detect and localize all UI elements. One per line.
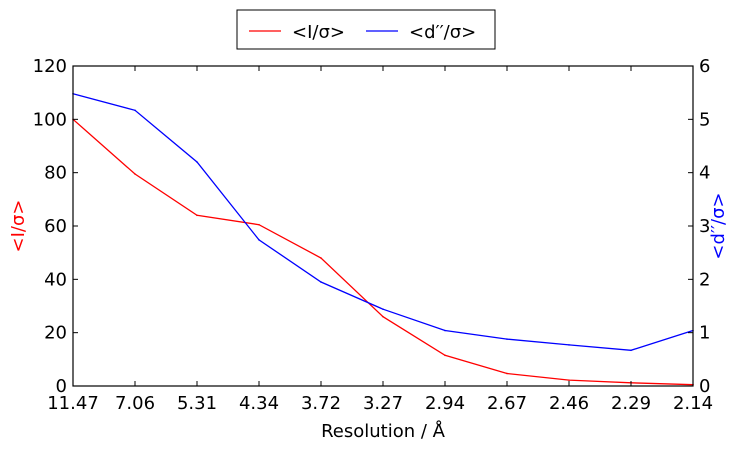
right-tick-label: 3 [699,216,710,237]
data-point-right [320,281,322,283]
left-tick-label: 40 [44,269,67,290]
legend: <I/σ> <d′′/σ> [236,9,496,50]
data-point-right [134,109,136,112]
left-tick-label: 120 [33,56,67,77]
data-point-left [320,257,322,259]
left-tick-label: 20 [44,323,67,344]
data-point-left [382,315,384,318]
right-tick-label: 1 [699,323,710,344]
left-tick-label: 100 [33,109,67,130]
data-point-left [258,223,260,226]
x-tick-label: 2.46 [549,393,589,414]
data-point-right [258,239,260,241]
series-line-right [72,93,694,351]
right-tick-label: 6 [699,56,710,77]
data-point-right [444,329,446,332]
right-axis-ticks: 0 1 2 3 4 5 6 [688,56,710,397]
right-tick-label: 0 [699,376,710,397]
data-point-right [382,308,384,311]
left-tick-label: 60 [44,216,67,237]
x-tick-label: 2.94 [425,393,465,414]
data-point-right [630,349,632,352]
series-line-left [72,118,694,386]
left-axis-ticks: 0 20 40 60 80 100 120 [33,56,78,397]
x-axis-label: Resolution / Å [321,420,446,442]
data-point-left [568,379,570,381]
x-tick-label: 4.34 [239,393,279,414]
data-point-left [444,354,446,357]
data-point-right [568,344,570,346]
data-point-right [506,338,508,340]
right-axis-label: <d′′/σ> [708,192,729,259]
x-tick-label: 7.06 [115,393,155,414]
left-tick-label: 80 [44,163,67,184]
x-tick-label: 2.14 [673,393,713,414]
data-point-right [196,161,198,163]
x-tick-label: 2.29 [611,393,651,414]
x-tick-label: 5.31 [177,393,217,414]
legend-box [236,9,496,50]
left-tick-label: 0 [56,376,67,397]
x-tick-label: 2.67 [487,393,527,414]
x-axis-ticks: 11.47 7.06 5.31 4.34 3.72 3.27 2.94 2.67 2.46 2.2… [47,66,713,414]
x-tick-label: 3.27 [363,393,403,414]
right-tick-label: 2 [699,269,710,290]
data-point-left [506,372,508,375]
left-axis-label: <I/σ> [8,200,29,253]
data-point-left [196,214,198,217]
series-layer [72,92,694,386]
legend-label: <d′′/σ> [409,22,476,43]
right-tick-label: 4 [699,163,710,184]
x-tick-label: 3.72 [301,393,341,414]
data-point-left [134,173,136,175]
right-tick-label: 5 [699,109,710,130]
legend-label: <I/σ> [292,22,345,43]
x-tick-label: 11.47 [47,393,99,414]
plot-frame [72,65,694,387]
